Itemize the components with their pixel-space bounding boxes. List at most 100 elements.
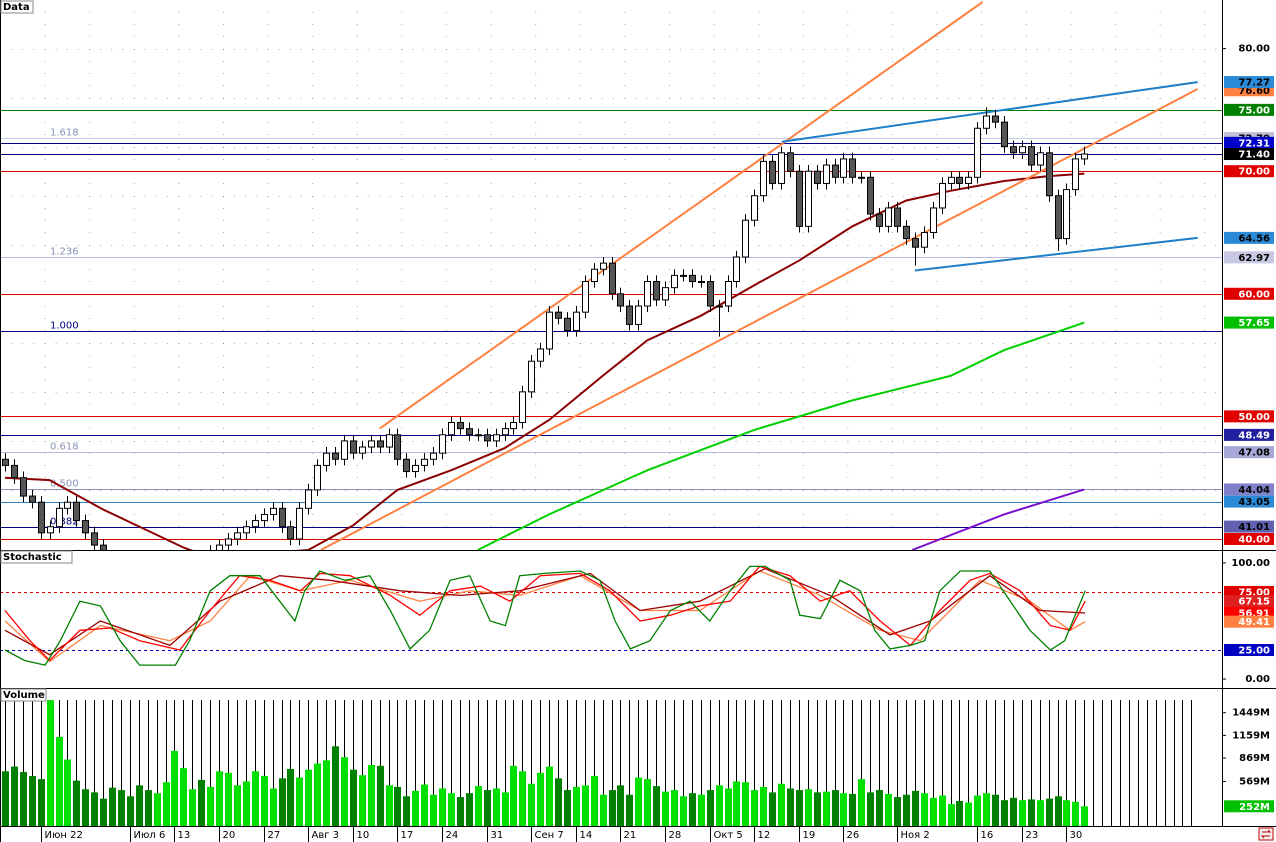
volume-bar <box>573 786 580 826</box>
volume-bar <box>109 787 116 826</box>
y-tick-label: 0.00 <box>1245 674 1270 685</box>
fib-label: 1.000 <box>50 321 79 332</box>
volume-bar <box>1072 801 1079 826</box>
volume-bar <box>502 792 509 826</box>
level-box <box>1224 800 1274 813</box>
x-tick-label: 10 <box>357 830 370 841</box>
volume-bar <box>1081 806 1088 826</box>
level-box <box>1224 428 1274 441</box>
candle-body <box>609 262 616 295</box>
volume-bar <box>296 777 303 826</box>
volume-bar <box>475 786 482 826</box>
volume-bar <box>956 800 963 826</box>
candle-body <box>368 440 375 448</box>
volume-bar <box>1010 797 1017 826</box>
volume-bar <box>716 785 723 826</box>
volume-bar <box>939 795 946 826</box>
candle-body <box>787 152 794 172</box>
volume-bar <box>377 765 384 826</box>
volume-bar <box>867 792 874 826</box>
candle-body <box>956 176 963 184</box>
volume-bar <box>493 788 500 826</box>
volume-bar <box>38 779 45 826</box>
level-label: 70.00 <box>1238 167 1270 178</box>
moving-average <box>911 488 1085 550</box>
candle-body <box>948 176 955 184</box>
volume-bar <box>1037 800 1044 826</box>
volume-bar <box>609 790 616 826</box>
overlay: Data Stochastic Июн 22 Июл 6 13 20 27 Авг 3 10 17… <box>0 0 1082 842</box>
candle-body <box>930 207 937 233</box>
volume-bar <box>903 794 910 826</box>
volume-bar <box>733 781 740 826</box>
volume-bar <box>403 796 410 826</box>
candle-body <box>359 446 366 454</box>
candle-body <box>662 287 669 301</box>
candle-body <box>974 127 981 178</box>
volume-bar <box>805 789 812 826</box>
candle-body <box>582 281 589 313</box>
volume-bar <box>555 778 562 826</box>
candle-body <box>832 164 839 178</box>
pane-title: Stochastic <box>3 552 62 563</box>
level-label: 44.04 <box>1238 485 1270 496</box>
volume-bar <box>279 778 286 826</box>
stochastic-line <box>4 565 1086 666</box>
candle-body <box>537 348 544 362</box>
volume-bar <box>796 790 803 826</box>
volume-bar <box>832 790 839 826</box>
level-box <box>1224 165 1274 178</box>
candle-body <box>386 434 393 448</box>
volume-bar <box>689 793 696 826</box>
moving-average <box>477 321 1085 550</box>
candle-body <box>1028 146 1035 166</box>
candle-body <box>448 422 455 436</box>
level-label: 60.00 <box>1238 289 1270 300</box>
candle-body <box>546 311 553 350</box>
candle-body <box>225 538 232 546</box>
x-tick-label: 20 <box>223 830 236 841</box>
volume-bar <box>591 775 598 826</box>
trendline <box>914 236 1198 272</box>
volume-bar <box>644 779 651 826</box>
candle-body <box>698 281 705 284</box>
candle-body <box>502 428 509 436</box>
volume-bar <box>91 792 98 826</box>
candle-body <box>894 207 901 227</box>
candle-body <box>921 231 928 248</box>
candle-body <box>867 176 874 215</box>
x-tick-label: 24 <box>446 830 459 841</box>
candle-body <box>617 293 624 307</box>
level-label: 75.00 <box>1238 587 1270 598</box>
level-label: 56.91 <box>1238 608 1270 619</box>
volume-bar <box>270 788 277 826</box>
volume-bar <box>840 793 847 826</box>
candle-body <box>796 170 803 227</box>
volume-bar <box>234 785 241 826</box>
volume-bar <box>127 796 134 826</box>
candle-body <box>555 311 562 319</box>
level-label: 76.60 <box>1238 86 1270 97</box>
volume-bar <box>1028 799 1035 826</box>
volume-bar <box>671 790 678 826</box>
candle-body <box>519 391 526 424</box>
candle-body <box>983 115 990 129</box>
moving-average <box>4 172 1085 550</box>
x-tick-label: 14 <box>580 830 593 841</box>
candle-body <box>38 501 45 534</box>
candle-body <box>992 115 999 123</box>
volume-bar <box>47 700 54 826</box>
volume-bar <box>965 802 972 826</box>
level-box <box>1224 103 1274 116</box>
level-label: 47.08 <box>1238 448 1270 459</box>
candle-body <box>457 422 464 430</box>
candle-body <box>439 434 446 454</box>
y-tick-label: 80.00 <box>1238 44 1270 55</box>
candle-body <box>840 158 847 178</box>
candle-body <box>243 526 250 534</box>
pane-title-box <box>0 688 47 702</box>
level-box <box>1224 287 1274 300</box>
volume-bar <box>287 768 294 826</box>
scroll-button[interactable] <box>1258 827 1274 841</box>
candle-body <box>823 164 830 184</box>
